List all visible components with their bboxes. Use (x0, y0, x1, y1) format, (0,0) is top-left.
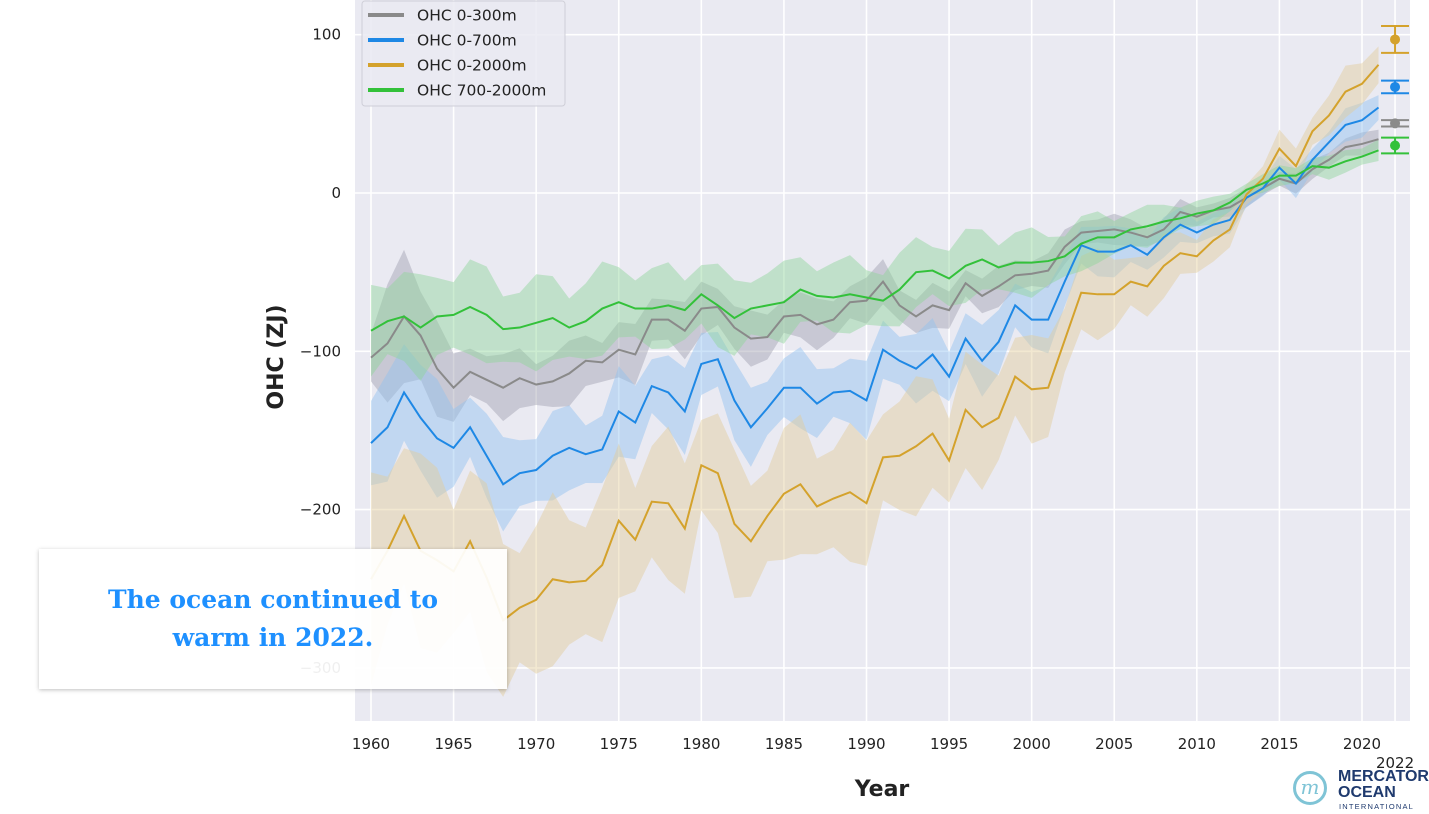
x-tick-label: 1980 (682, 735, 720, 753)
x-tick-label: 2020 (1343, 735, 1381, 753)
y-tick-label: 100 (312, 26, 341, 44)
x-tick-label: 2000 (1013, 735, 1051, 753)
uncertainty-band (371, 46, 1379, 697)
series-line (370, 64, 1380, 623)
caption-text: The ocean continued to warm in 2022. (107, 585, 439, 652)
x-tick-label: 2005 (1095, 735, 1133, 753)
point-2022 (1390, 81, 1401, 92)
y-tick-label: −100 (300, 342, 341, 360)
x-tick-label: 1965 (434, 735, 472, 753)
plot-background (355, 0, 1410, 721)
y-tick-label: −200 (300, 501, 341, 519)
y-axis-label: OHC (ZJ) (264, 304, 289, 409)
uncertainty-band (371, 129, 1379, 422)
caption-box: The ocean continued to warm in 2022. (39, 549, 507, 689)
x-tick-label: 1995 (930, 735, 968, 753)
uncertainty-band (371, 139, 1379, 381)
mercator-ocean-logo: m MERCATOR OCEAN INTERNATIONAL (1293, 768, 1429, 812)
legend-label: OHC 0-300m (417, 7, 517, 25)
x-tick-label: 1960 (352, 735, 390, 753)
uncertainty-bands (371, 46, 1379, 697)
legend-label: OHC 700-2000m (417, 82, 546, 100)
series-line (370, 106, 1380, 486)
x-tick-label: 1975 (600, 735, 638, 753)
legend-label: OHC 0-2000m (417, 57, 527, 75)
x-tick-label: 1990 (847, 735, 885, 753)
x-tick-label: 2015 (1260, 735, 1298, 753)
series-lines (370, 64, 1380, 623)
series-line (370, 149, 1379, 332)
logo-text-2: OCEAN (1338, 784, 1396, 801)
uncertainty-band (371, 95, 1379, 532)
x-tick-label: 1985 (765, 735, 803, 753)
x-axis-label: Year (854, 777, 910, 802)
x-tick-label: 1970 (517, 735, 555, 753)
legend: OHC 0-300m OHC 0-700m OHC 0-2000m OHC 700-2… (361, 0, 566, 107)
legend-label: OHC 0-700m (417, 32, 517, 50)
point-2022 (1390, 118, 1401, 129)
legend-box (361, 0, 566, 107)
logo-mark-icon: m (1293, 771, 1327, 805)
x-tick-label: 2010 (1178, 735, 1216, 753)
logo-text-3: INTERNATIONAL (1339, 802, 1415, 811)
grid (355, 0, 1410, 721)
x-tick-label-2022: 2022 (1376, 754, 1414, 772)
points-2022 (1381, 24, 1410, 155)
point-2022 (1390, 140, 1401, 151)
point-2022 (1390, 34, 1401, 45)
y-tick-label: 0 (331, 184, 341, 202)
logo-text-1: MERCATOR (1338, 768, 1429, 785)
x-tick-labels: 1960 1965 1970 1975 1980 1985 1990 1995 2000 2005… (352, 735, 1414, 772)
